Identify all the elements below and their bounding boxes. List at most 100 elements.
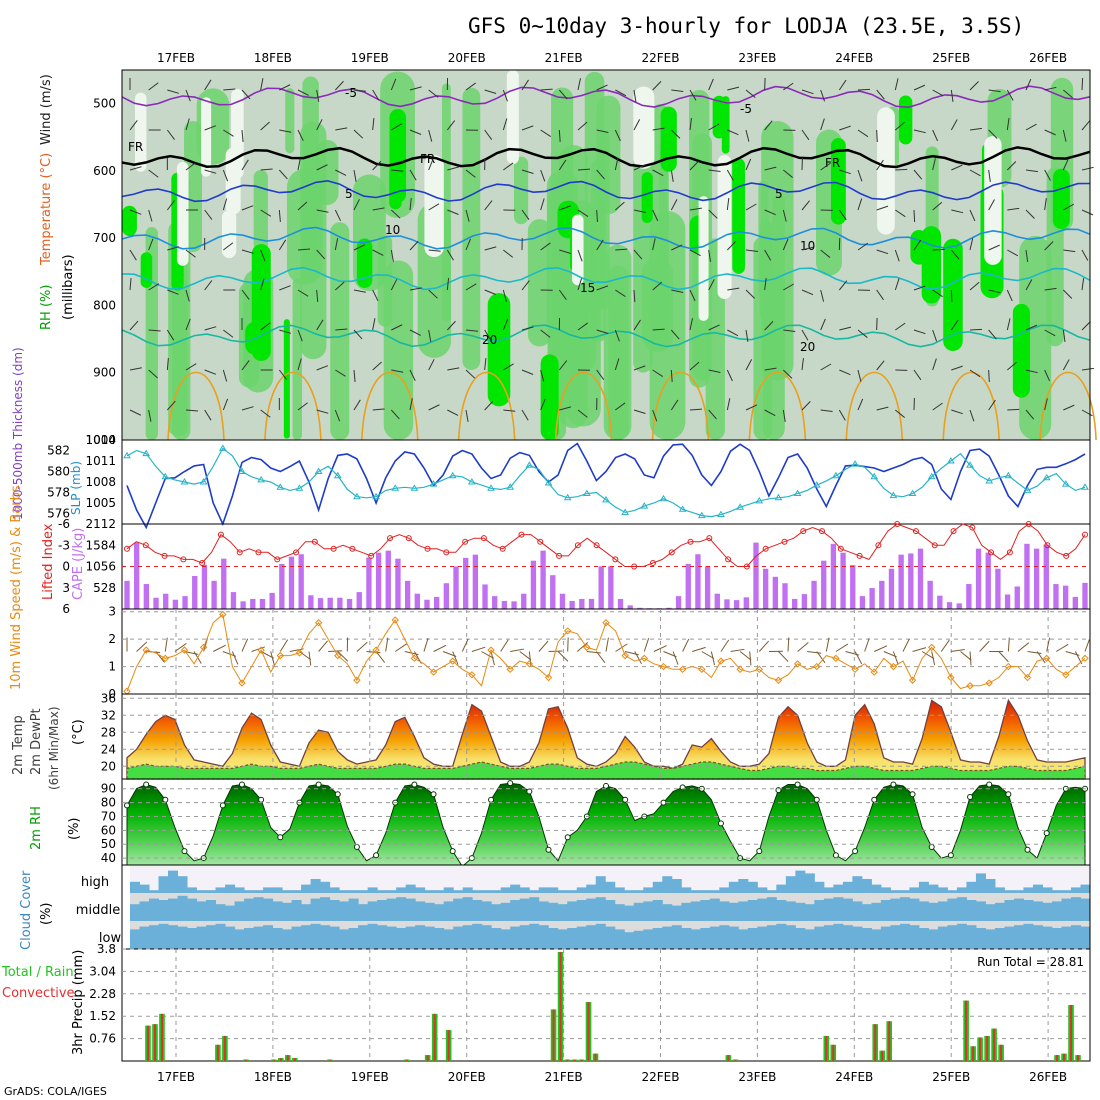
- wind-barb: [633, 409, 646, 414]
- cape-bar: [559, 593, 566, 609]
- warm-contour: [845, 371, 904, 441]
- cape-bar: [366, 557, 372, 609]
- wind-barb: [409, 287, 422, 291]
- wind-barb: [838, 280, 848, 291]
- cloud-cell: [605, 881, 616, 893]
- isotherm-line: [121, 179, 1091, 203]
- wind-marker: [410, 654, 419, 663]
- lifted-marker: [405, 535, 412, 542]
- wind-barb: [278, 239, 287, 251]
- rh-saturated-band: [641, 172, 653, 223]
- rh-moist-band: [285, 88, 295, 154]
- cloud-cell: [491, 890, 502, 893]
- lifted-marker: [293, 549, 300, 556]
- rh2m-marker: [986, 781, 993, 788]
- cape-bar: [704, 566, 711, 609]
- wind-barb: [353, 399, 361, 411]
- temp2m-label-2: 2m DewPt: [29, 708, 44, 775]
- cape-bar: [927, 580, 933, 609]
- rh2m-marker: [449, 848, 456, 855]
- wind-marker: [698, 665, 706, 674]
- wind-barb: [1044, 329, 1056, 337]
- cloud-cell: [329, 887, 340, 893]
- wind-barb: [558, 159, 567, 171]
- wind-barb: [720, 639, 730, 652]
- contour-label: -5: [740, 102, 752, 116]
- precip-conv-bar: [580, 1059, 583, 1061]
- temp-tick: 20: [101, 759, 116, 773]
- precip-legend-1: Total / Rain: [1, 965, 74, 980]
- wind-barb: [185, 249, 196, 258]
- rh2m-marker: [277, 834, 284, 841]
- wind-barb: [1046, 637, 1051, 652]
- wind-barb: [633, 249, 643, 260]
- cloud-cell: [263, 887, 274, 893]
- cloud-cell: [719, 901, 730, 921]
- cloud-cell: [985, 904, 996, 921]
- cape-bar: [288, 556, 295, 609]
- wind-barb: [260, 322, 271, 331]
- wind-barb: [433, 644, 447, 652]
- wind-marker: [295, 649, 304, 657]
- wind-barb: [503, 162, 514, 171]
- precip-conv-bar: [552, 1009, 555, 1061]
- wind-barb: [1025, 209, 1035, 219]
- cloud-cell: [196, 890, 207, 893]
- wind-barb: [372, 207, 385, 211]
- wind-barb: [633, 209, 646, 213]
- wind-barb: [671, 89, 684, 92]
- contour-label: 5: [775, 187, 783, 201]
- cloud-cell: [158, 876, 169, 893]
- cloud-cell: [415, 925, 426, 949]
- rh2m-marker: [545, 846, 552, 853]
- thickness-tick: 580: [47, 465, 70, 479]
- wind-barb: [334, 80, 344, 91]
- wind-barb: [1081, 77, 1084, 91]
- temperature-label: Temperature (°C): [39, 153, 54, 266]
- wind-barb: [222, 398, 229, 411]
- thickness-marker: [602, 495, 610, 503]
- lifted-marker: [875, 542, 882, 549]
- wind-barb: [316, 289, 319, 302]
- wind-barb: [782, 409, 786, 422]
- wind-barb: [988, 129, 998, 139]
- wind-barb: [689, 89, 697, 101]
- wind-barb: [503, 363, 514, 371]
- wind-barb: [876, 249, 889, 255]
- wind-barb: [297, 402, 308, 411]
- cloud-cell: [1004, 926, 1015, 949]
- cloud-cell: [833, 923, 844, 949]
- wind-barb: [894, 249, 900, 262]
- cloud-cell: [690, 929, 701, 949]
- cloud-cell: [852, 926, 863, 949]
- thickness-marker: [180, 478, 189, 485]
- wind-barb: [652, 409, 658, 422]
- cloud-cell: [301, 925, 312, 949]
- wind-barb: [1044, 287, 1057, 291]
- wind-barb: [270, 651, 275, 666]
- cloud-cell: [510, 884, 521, 893]
- wind-barb: [1025, 123, 1037, 131]
- wind-barb: [839, 169, 851, 175]
- cloud-cell: [871, 902, 882, 921]
- cloud-cell: [177, 876, 188, 893]
- cloud-cell: [567, 901, 578, 921]
- wind-barb: [969, 369, 981, 378]
- wind-barb: [465, 238, 471, 251]
- cloud-cell: [709, 926, 720, 949]
- wind-barb: [223, 242, 234, 251]
- wind-barb: [614, 158, 619, 171]
- wind-barb: [1081, 278, 1085, 291]
- cloud-cell: [377, 900, 388, 921]
- wind-barb: [838, 79, 847, 91]
- cloud-cell: [719, 887, 730, 893]
- precip-conv-bar: [979, 1037, 982, 1061]
- cloud-cell: [776, 923, 787, 949]
- thickness-marker: [161, 472, 170, 480]
- warm-contour: [651, 371, 710, 441]
- date-label: 25FEB: [932, 51, 970, 65]
- wind-barb: [764, 321, 774, 331]
- wind-barb: [428, 249, 441, 252]
- wind-barb: [1062, 329, 1066, 342]
- date-label: 23FEB: [738, 1070, 776, 1084]
